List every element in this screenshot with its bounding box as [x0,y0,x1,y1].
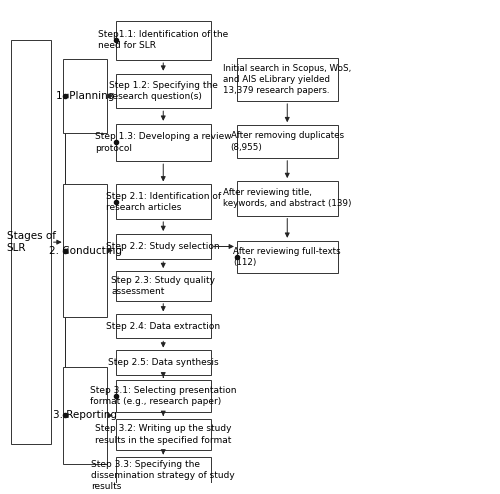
Bar [116,380,210,412]
Text: Step 2.5: Data synthesis: Step 2.5: Data synthesis [108,358,218,367]
Text: Step 2.2: Study selection: Step 2.2: Study selection [106,242,220,251]
Bar [63,184,108,317]
Text: 1. Planning: 1. Planning [56,91,114,101]
Bar [237,125,338,158]
Bar [116,419,210,450]
Bar [116,457,210,494]
Text: Step1.1: Identification of the
need for SLR: Step1.1: Identification of the need for … [98,30,228,50]
Text: Step 1.3: Developing a review
protocol: Step 1.3: Developing a review protocol [95,132,232,153]
Text: Step 3.3: Specifying the
dissemination strategy of study
results: Step 3.3: Specifying the dissemination s… [92,460,235,491]
Bar [116,350,210,374]
Bar [116,21,210,60]
Text: Step 3.2: Writing up the study
results in the specified format: Step 3.2: Writing up the study results i… [95,424,232,445]
Bar [116,314,210,338]
Text: Initial search in Scopus, WoS,
and AIS eLibrary yielded
13,379 research papers.: Initial search in Scopus, WoS, and AIS e… [223,64,352,95]
Text: 2. Conducting: 2. Conducting [48,246,122,255]
Bar [63,59,108,133]
Text: Step 1.2: Specifying the
research question(s): Step 1.2: Specifying the research questi… [109,81,218,101]
Bar [116,184,210,219]
Bar [237,241,338,274]
Bar [116,124,210,161]
Text: Step 2.1: Identification of
research articles: Step 2.1: Identification of research art… [106,192,221,212]
Bar [116,234,210,259]
Text: Step 3.1: Selecting presentation
format (e.g., research paper): Step 3.1: Selecting presentation format … [90,386,236,406]
Bar [116,74,210,108]
Text: After reviewing title,
keywords, and abstract (139): After reviewing title, keywords, and abs… [223,188,352,208]
Bar [12,40,51,445]
Text: After reviewing full-texts
(112): After reviewing full-texts (112) [234,247,341,267]
Bar [63,368,108,464]
Bar [116,271,210,301]
Text: Step 2.3: Study quality
assessment: Step 2.3: Study quality assessment [111,276,215,296]
Bar [237,58,338,101]
Text: After removing duplicates
(8,955): After removing duplicates (8,955) [230,131,344,152]
Bar [237,181,338,216]
Text: Step 2.4: Data extraction: Step 2.4: Data extraction [106,322,220,331]
Text: Stages of
SLR: Stages of SLR [6,231,56,253]
Text: 3. Reporting: 3. Reporting [53,411,117,420]
